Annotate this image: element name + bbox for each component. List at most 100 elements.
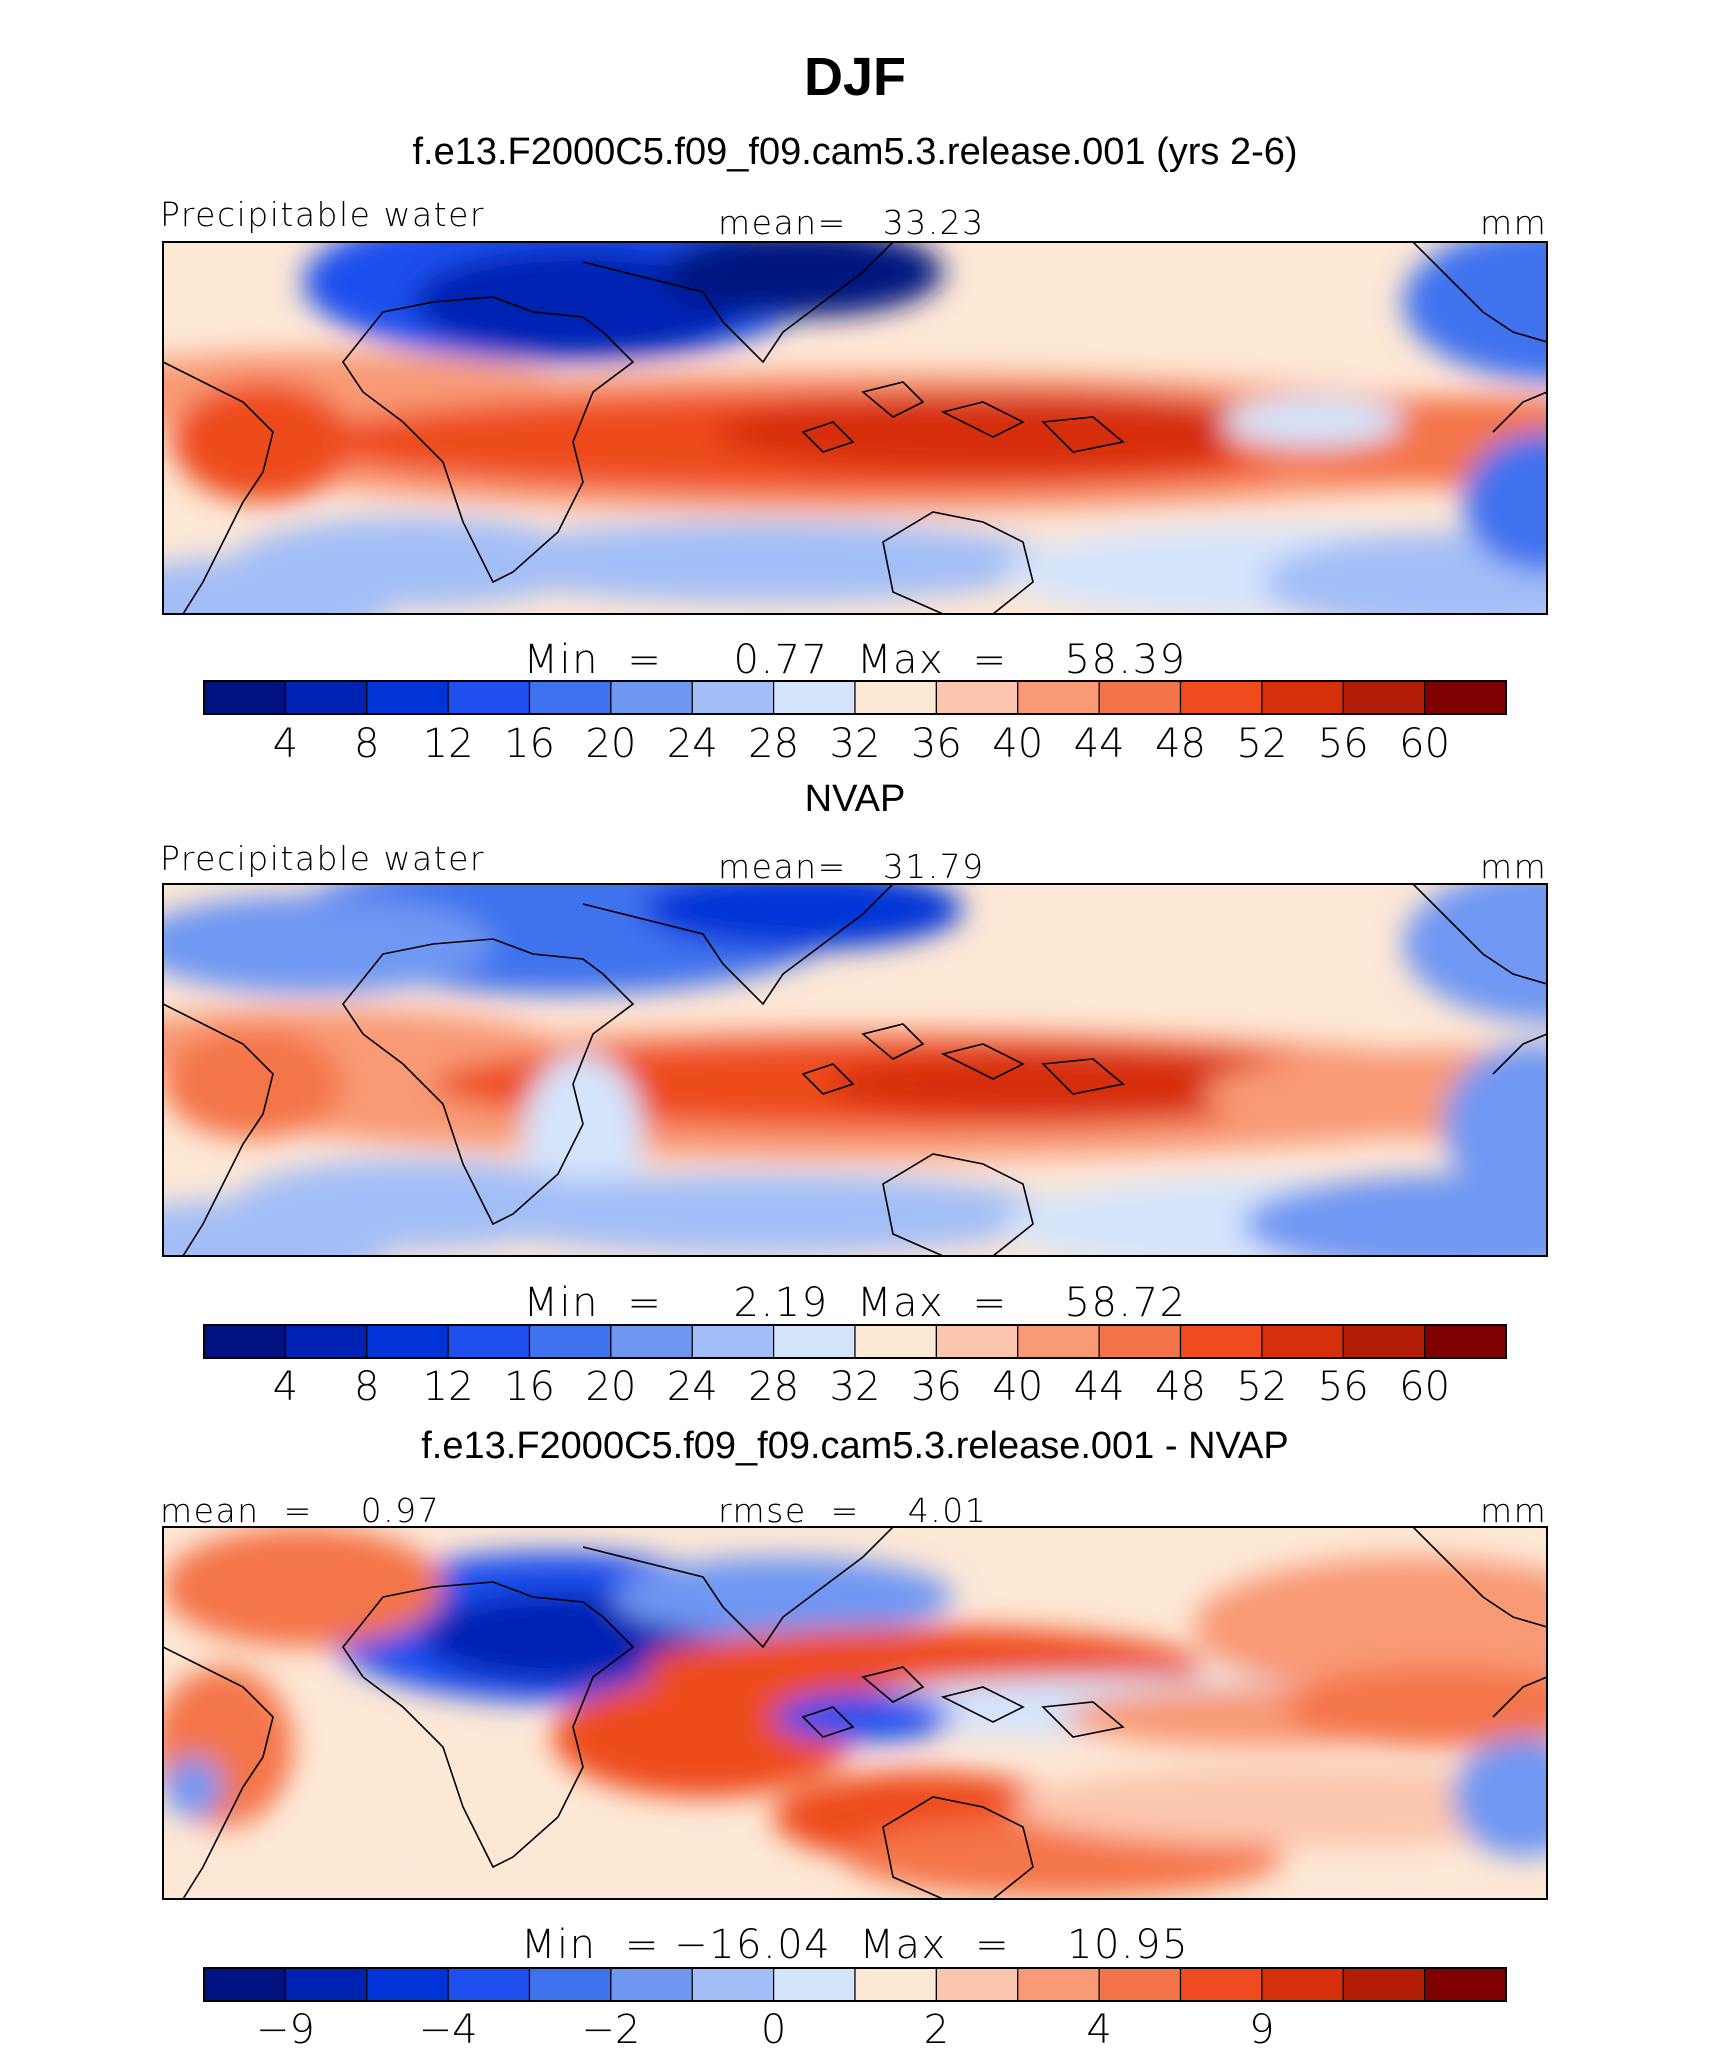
colorbar-tick-label: 36 xyxy=(911,721,962,767)
contour-region xyxy=(163,894,493,994)
coastline xyxy=(582,242,894,364)
contour-region xyxy=(1403,884,1547,1024)
colorbar-swatch xyxy=(773,1967,856,2002)
colorbar-tick-label: 12 xyxy=(423,1364,474,1410)
colorbar-swatch xyxy=(773,1324,856,1359)
colorbar-1: 4 8 12 16 20 24 28 32 36 40 44 48 52 56 60 xyxy=(203,680,1507,767)
colorbar-swatch xyxy=(1424,1967,1507,2002)
panel-2-title: NVAP xyxy=(804,778,906,820)
coastline xyxy=(882,1153,1034,1256)
panel-2-mean-label: mean= 31.79 xyxy=(718,847,985,886)
coastline xyxy=(861,1666,925,1703)
colorbar-tick-label: 20 xyxy=(585,721,636,767)
colorbar-swatch xyxy=(935,1967,1019,2002)
panel-1-mean-label: mean= 33.23 xyxy=(718,203,985,242)
panel-1-units: mm xyxy=(1480,203,1548,242)
contour-region xyxy=(163,1757,223,1817)
contour-region xyxy=(293,1777,533,1877)
colorbar-tick-label: 52 xyxy=(1236,1364,1287,1410)
colorbar-tick-label: 8 xyxy=(354,1364,379,1410)
panel-3-mean-label: mean = 0.97 xyxy=(160,1491,441,1530)
colorbar-tick-label: 28 xyxy=(748,1364,799,1410)
colorbar-swatch xyxy=(1261,1967,1344,2002)
coastline xyxy=(342,1581,635,1869)
map-panel-2 xyxy=(163,884,1547,1256)
coastline xyxy=(582,1527,894,1649)
contour-region xyxy=(663,242,943,317)
colorbar-tick-label: 32 xyxy=(830,721,881,767)
colorbar-swatch xyxy=(1261,1324,1344,1359)
colorbar-tick-label: 4 xyxy=(273,721,298,767)
colorbar-swatch xyxy=(935,1324,1019,1359)
map-frame xyxy=(162,241,1548,615)
colorbar-swatch xyxy=(1098,1324,1182,1359)
coastline xyxy=(163,361,274,614)
colorbar-swatch xyxy=(203,680,286,715)
colorbar-swatch xyxy=(366,1324,449,1359)
contour-region xyxy=(163,1199,393,1256)
panel-3-rmse-label: rmse = 4.01 xyxy=(718,1491,988,1530)
colorbar-swatch xyxy=(1424,680,1507,715)
colorbar-tick-label: 12 xyxy=(423,721,474,767)
colorbar-tick-label: 32 xyxy=(830,1364,881,1410)
panel-2-minmax: Min = 2.19 Max = 58.72 xyxy=(523,1280,1187,1326)
contour-region xyxy=(1283,1667,1547,1747)
coastline xyxy=(940,401,1025,438)
coastline xyxy=(801,421,855,453)
panel-1-left-label: Precipitable water xyxy=(160,195,485,234)
panel-3-units: mm xyxy=(1480,1491,1548,1530)
coastline xyxy=(882,511,1034,614)
coastline xyxy=(861,381,925,418)
colorbar-swatch xyxy=(528,1324,612,1359)
colorbar-swatch xyxy=(447,1967,531,2002)
colorbar-swatch xyxy=(854,1967,937,2002)
contour-region xyxy=(1443,1044,1547,1204)
colorbar-swatch xyxy=(366,1967,449,2002)
colorbar-swatch xyxy=(610,680,693,715)
colorbar-swatch xyxy=(1098,1967,1182,2002)
colorbar-tick-label: 9 xyxy=(1249,2007,1274,2048)
colorbar-swatch xyxy=(1017,680,1100,715)
coastline xyxy=(940,1043,1025,1080)
colorbar-tick-label: 52 xyxy=(1236,721,1287,767)
colorbar-2: 4 8 12 16 20 24 28 32 36 40 44 48 52 56 60 xyxy=(203,1324,1507,1410)
coastline xyxy=(342,296,635,584)
coastline xyxy=(1041,416,1125,453)
colorbar-swatch xyxy=(1342,680,1426,715)
colorbar-swatch xyxy=(284,1967,368,2002)
colorbar-swatch xyxy=(1017,1324,1100,1359)
contour-region xyxy=(463,522,1063,602)
colorbar-swatch xyxy=(691,1324,775,1359)
contour-region xyxy=(163,1029,343,1139)
colorbar-swatch xyxy=(1098,680,1182,715)
colorbar-swatch xyxy=(854,1324,937,1359)
contour-region xyxy=(523,1054,643,1214)
map-panel-3 xyxy=(163,1527,1547,1899)
coastline xyxy=(163,1003,274,1256)
colorbar-swatch xyxy=(1179,1967,1263,2002)
coastline xyxy=(1041,1058,1125,1095)
coastline xyxy=(582,884,894,1006)
colorbar-swatch xyxy=(854,680,937,715)
coastline xyxy=(1412,242,1547,343)
colorbar-tick-label: 20 xyxy=(585,1364,636,1410)
colorbar-swatch xyxy=(528,680,612,715)
colorbar-tick-label: 24 xyxy=(667,721,718,767)
colorbar-tick-label: 16 xyxy=(504,1364,555,1410)
colorbar-tick-label: 60 xyxy=(1399,1364,1450,1410)
panel-1-minmax: Min = 0.77 Max = 58.39 xyxy=(523,637,1187,683)
panel-3-minmax: Min = −16.04 Max = 10.95 xyxy=(520,1922,1190,1968)
map-frame xyxy=(162,1526,1548,1900)
colorbar-tick-label: 56 xyxy=(1318,1364,1369,1410)
coastline xyxy=(1412,1527,1547,1628)
coastline xyxy=(1492,1033,1547,1075)
figure-title: DJF xyxy=(803,47,906,107)
coastline xyxy=(1492,1676,1547,1718)
colorbar-tick-label: 40 xyxy=(992,1364,1043,1410)
coastline xyxy=(882,1796,1034,1899)
contour-region xyxy=(613,1557,953,1637)
contour-region xyxy=(553,1677,853,1797)
contour-region xyxy=(1013,1767,1547,1847)
coastline xyxy=(1492,391,1547,433)
